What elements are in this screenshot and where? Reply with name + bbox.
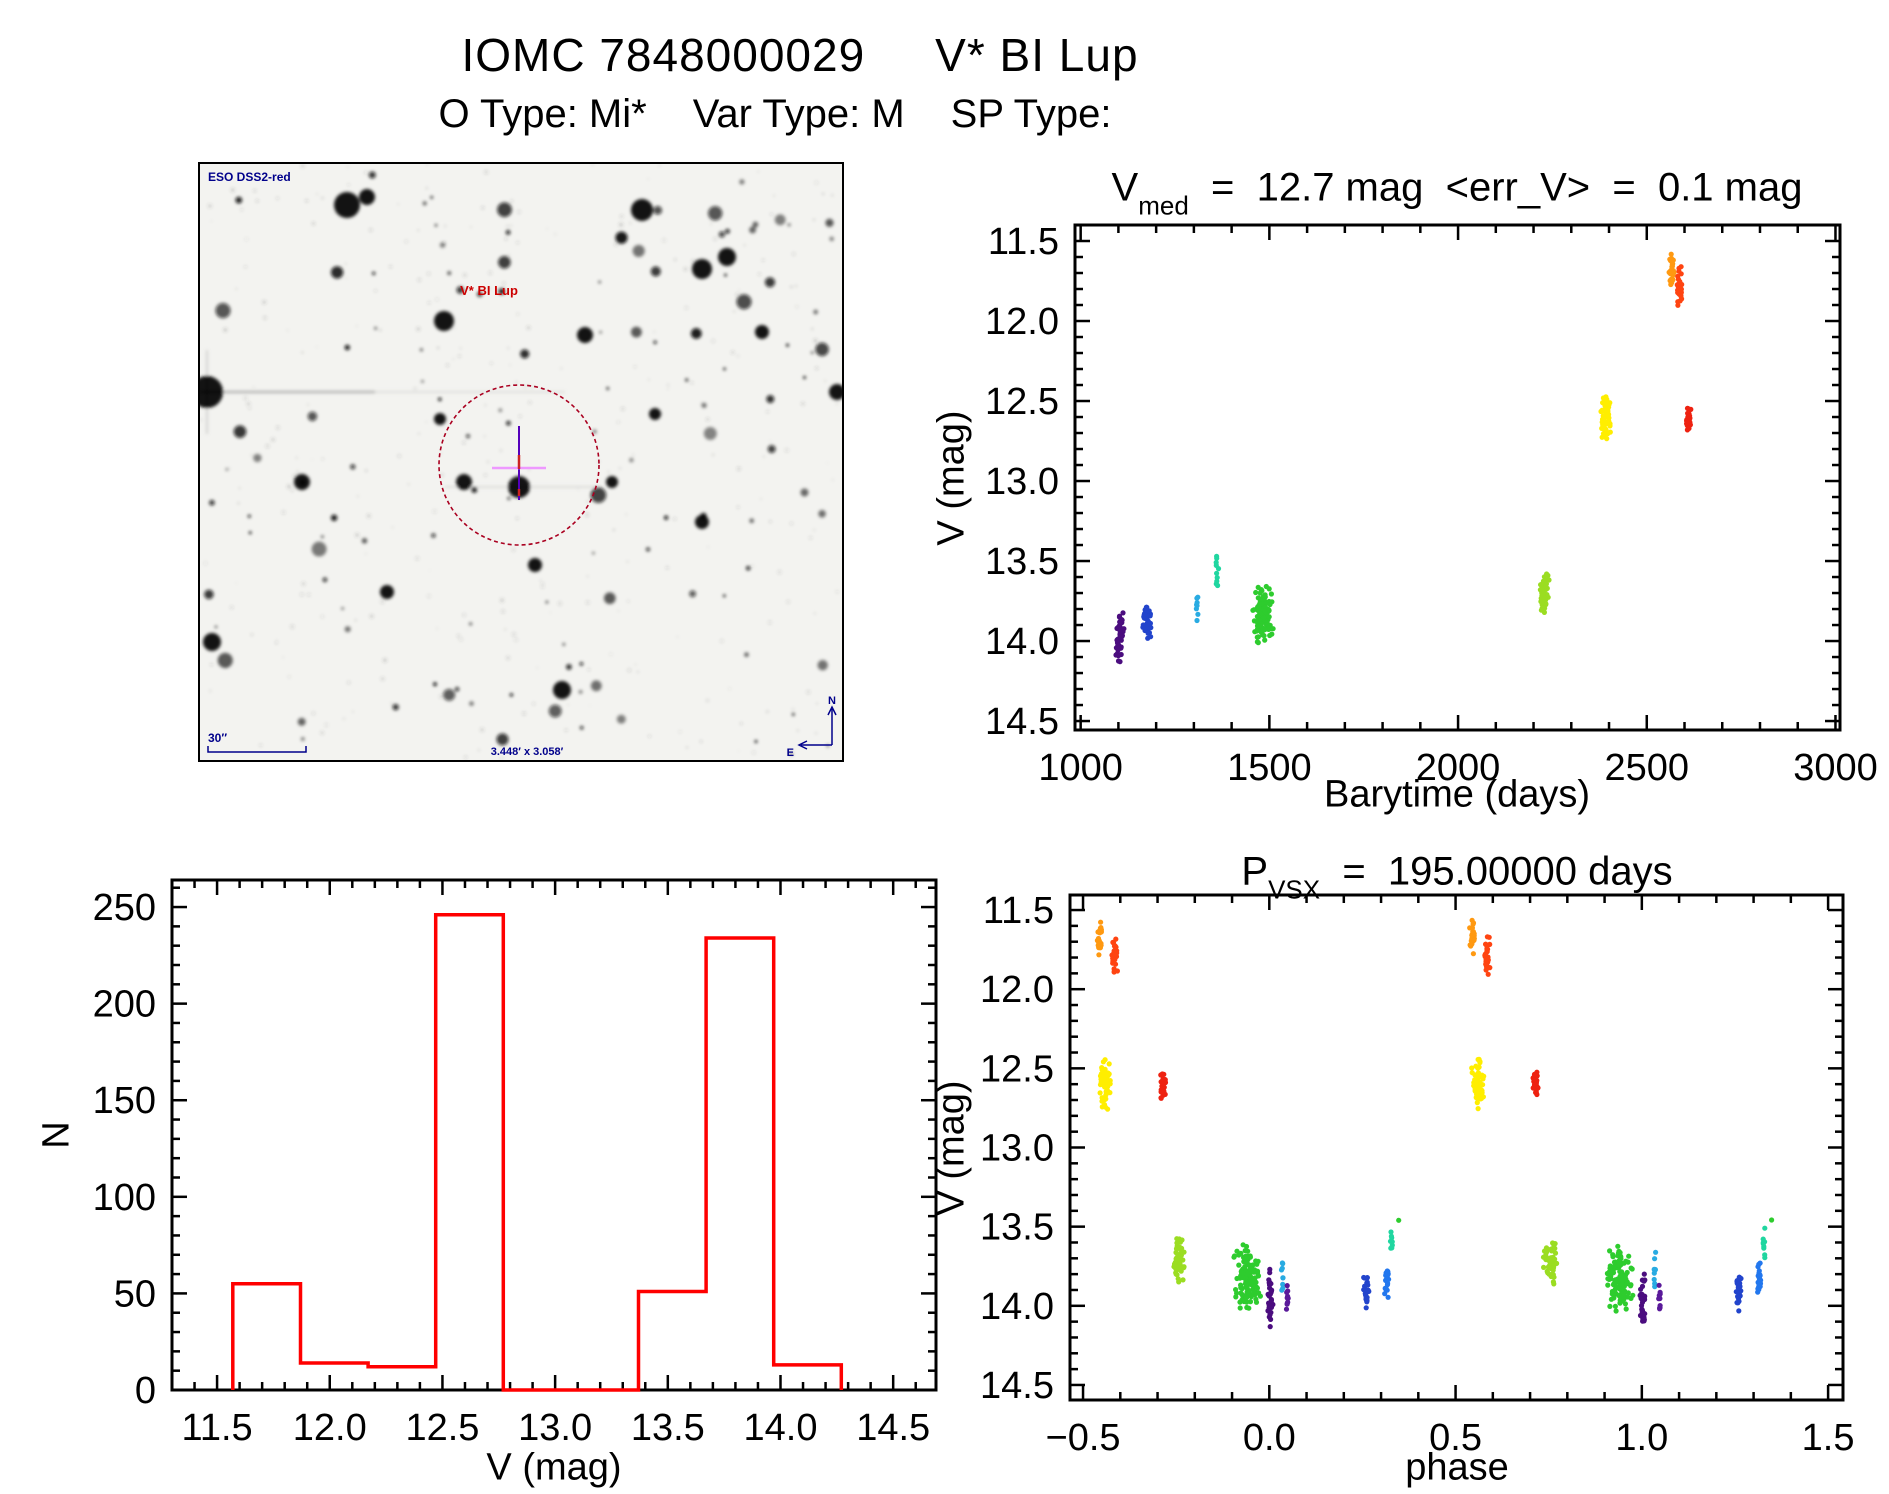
svg-text:12.0: 12.0 xyxy=(293,1407,367,1449)
svg-text:14.5: 14.5 xyxy=(980,1365,1054,1407)
svg-text:1.5: 1.5 xyxy=(1802,1417,1855,1459)
svg-text:14.5: 14.5 xyxy=(985,701,1059,743)
svg-text:0: 0 xyxy=(135,1370,156,1412)
page-subtitle: O Type: Mi* Var Type: M SP Type: xyxy=(50,92,1500,137)
svg-text:0.5: 0.5 xyxy=(1429,1417,1482,1459)
svg-text:14.0: 14.0 xyxy=(744,1407,818,1449)
target-crosshair xyxy=(492,426,546,500)
scale-bar: 30″ xyxy=(207,731,307,753)
svg-text:11.5: 11.5 xyxy=(988,221,1059,263)
source-id: IOMC 7848000029 xyxy=(461,29,866,81)
survey-label: ESO DSS2-red xyxy=(208,170,291,184)
svg-text:0.0: 0.0 xyxy=(1243,1417,1296,1459)
compass-n-label: N xyxy=(828,695,836,707)
svg-text:3000: 3000 xyxy=(1793,747,1878,789)
svg-text:11.5: 11.5 xyxy=(983,890,1054,932)
histogram-xaxis-title: V (mag) xyxy=(486,1446,622,1489)
phase-plot-title: PVSX = 195.00000 days xyxy=(1241,849,1673,905)
source-name: V* BI Lup xyxy=(935,29,1139,81)
o-type: O Type: Mi* xyxy=(438,92,647,136)
svg-text:12.5: 12.5 xyxy=(985,381,1059,423)
page-title: IOMC 7848000029 V* BI Lup xyxy=(50,28,1550,82)
svg-text:200: 200 xyxy=(93,984,156,1026)
svg-text:150: 150 xyxy=(93,1080,156,1122)
svg-text:50: 50 xyxy=(114,1273,156,1315)
sp-type: SP Type: xyxy=(950,92,1112,136)
svg-text:13.5: 13.5 xyxy=(980,1207,1054,1249)
target-circle xyxy=(438,384,600,546)
svg-text:14.0: 14.0 xyxy=(985,621,1059,663)
svg-text:−0.5: −0.5 xyxy=(1046,1417,1121,1459)
compass-e-label: E xyxy=(787,747,794,759)
svg-text:13.0: 13.0 xyxy=(980,1128,1054,1170)
svg-text:13.0: 13.0 xyxy=(518,1407,592,1449)
svg-text:12.5: 12.5 xyxy=(405,1407,479,1449)
svg-text:12.5: 12.5 xyxy=(980,1048,1054,1090)
target-label: V* BI Lup xyxy=(460,283,518,298)
svg-text:12.0: 12.0 xyxy=(985,301,1059,343)
svg-text:12.0: 12.0 xyxy=(980,969,1054,1011)
finder-chart-panel: ESO DSS2-red V* BI Lup 30″ 3.448′ x 3.05… xyxy=(198,162,844,762)
east-arrow-icon xyxy=(797,740,808,750)
lightcurve-title: Vmed = 12.7 mag <err_V> = 0.1 mag xyxy=(1111,165,1803,221)
svg-text:13.5: 13.5 xyxy=(985,541,1059,583)
lightcurve-xaxis-title: Barytime (days) xyxy=(1323,773,1591,816)
starfield xyxy=(200,164,842,760)
lightcurve-plot: 1000 1500 2000 2500 3000 11.5 12.0 12.5 13.0 13.5… xyxy=(985,221,1878,789)
svg-text:14.0: 14.0 xyxy=(980,1286,1054,1328)
svg-text:14.5: 14.5 xyxy=(856,1407,930,1449)
scale-label: 30″ xyxy=(208,731,227,745)
finder-chart-image: ESO DSS2-red V* BI Lup 30″ 3.448′ x 3.05… xyxy=(200,164,842,760)
svg-text:1500: 1500 xyxy=(1227,747,1312,789)
phase-plot: −0.5 0.0 0.5 1.0 1.5 11.5 12.0 12.5 13.0 13.5 14.0… xyxy=(980,890,1854,1459)
svg-text:100: 100 xyxy=(93,1177,156,1219)
north-arrow-icon xyxy=(827,705,837,716)
svg-text:2000: 2000 xyxy=(1416,747,1501,789)
svg-text:250: 250 xyxy=(93,887,156,929)
svg-text:2500: 2500 xyxy=(1604,747,1689,789)
svg-text:13.0: 13.0 xyxy=(985,461,1059,503)
svg-text:13.5: 13.5 xyxy=(631,1407,705,1449)
histogram-plot: 11.5 12.0 12.5 13.0 13.5 14.0 14.5 0 50 100 150 200… xyxy=(93,878,938,1449)
sky-background xyxy=(200,164,842,760)
svg-text:1.0: 1.0 xyxy=(1615,1417,1668,1459)
var-type: Var Type: M xyxy=(692,92,905,136)
svg-text:11.5: 11.5 xyxy=(182,1407,253,1449)
phase-xaxis-title: phase xyxy=(1405,1446,1509,1489)
compass: N E xyxy=(787,695,837,759)
svg-text:1000: 1000 xyxy=(1038,747,1123,789)
fov-label: 3.448′ x 3.058′ xyxy=(491,746,564,758)
